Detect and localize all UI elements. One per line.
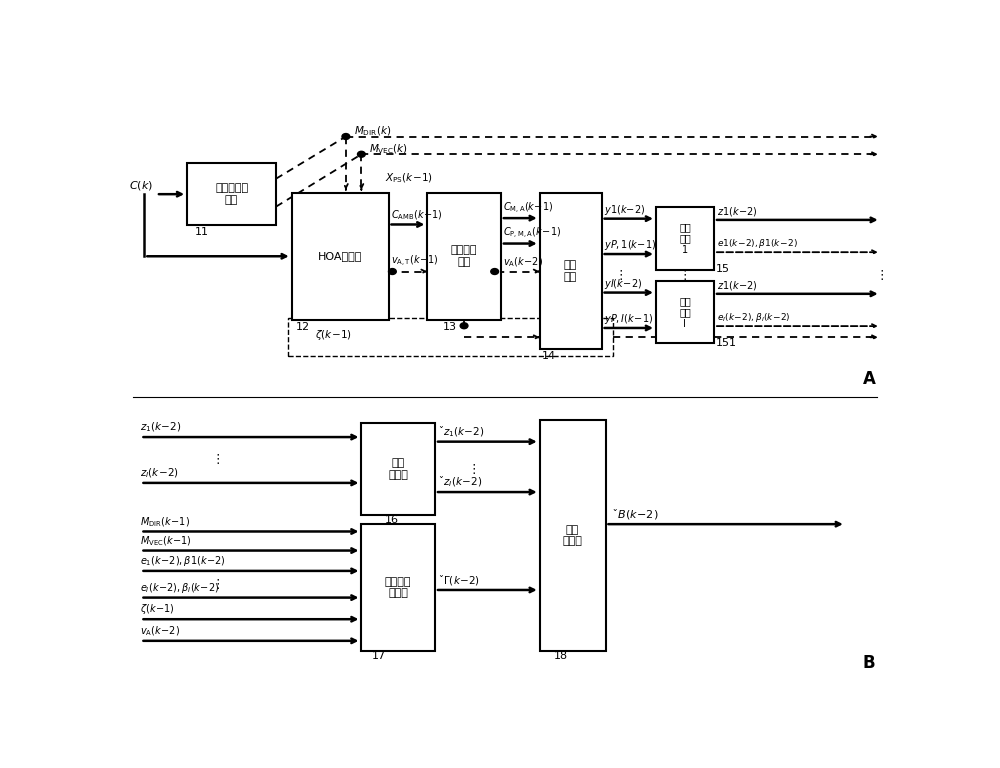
Bar — [187, 163, 276, 225]
Text: 多路
复用器: 多路 复用器 — [563, 525, 582, 547]
Text: A: A — [863, 370, 875, 388]
Text: ⋮: ⋮ — [212, 578, 224, 591]
Text: 方向和向量
估计: 方向和向量 估计 — [215, 184, 248, 205]
Text: 151: 151 — [716, 338, 737, 348]
Text: 环境分量
修改: 环境分量 修改 — [451, 246, 477, 267]
Text: $\check{z}_I(k\!-\!2)$: $\check{z}_I(k\!-\!2)$ — [439, 475, 482, 489]
Text: 15: 15 — [716, 263, 730, 273]
Text: $v_{\mathrm{A}}(k\!-\!2)$: $v_{\mathrm{A}}(k\!-\!2)$ — [140, 624, 181, 638]
Text: $\check{z}_1(k\!-\!2)$: $\check{z}_1(k\!-\!2)$ — [439, 424, 485, 439]
Text: $X_{\mathrm{PS}}(k\!-\!1)$: $X_{\mathrm{PS}}(k\!-\!1)$ — [385, 171, 433, 185]
Text: $yI(k\!-\!2)$: $yI(k\!-\!2)$ — [604, 276, 642, 291]
Text: B: B — [863, 654, 875, 672]
Text: $e1(k\!-\!2),\beta 1(k\!-\!2)$: $e1(k\!-\!2),\beta 1(k\!-\!2)$ — [717, 237, 798, 250]
Text: 增益
控制
I: 增益 控制 I — [679, 296, 691, 329]
Circle shape — [358, 151, 365, 157]
Bar — [540, 420, 606, 651]
Text: 11: 11 — [195, 227, 209, 237]
Circle shape — [388, 269, 396, 274]
Text: $e_1(k\!-\!2),\beta 1(k\!-\!2)$: $e_1(k\!-\!2),\beta 1(k\!-\!2)$ — [140, 554, 226, 568]
Text: ⋮: ⋮ — [615, 269, 627, 282]
Text: ⋮: ⋮ — [679, 269, 691, 282]
Text: 16: 16 — [385, 515, 399, 525]
Text: $M_{\mathrm{VEC}}(k)$: $M_{\mathrm{VEC}}(k)$ — [369, 142, 408, 156]
Text: $M_{\mathrm{DIR}}(k\!-\!1)$: $M_{\mathrm{DIR}}(k\!-\!1)$ — [140, 515, 191, 528]
Text: HOA解压缩: HOA解压缩 — [318, 251, 362, 261]
Text: $C_{\mathrm{M,A}}(k\!-\!1)$: $C_{\mathrm{M,A}}(k\!-\!1)$ — [503, 200, 554, 216]
Text: $z_I(k\!-\!2)$: $z_I(k\!-\!2)$ — [140, 466, 180, 480]
Text: $\zeta(k\!-\!1)$: $\zeta(k\!-\!1)$ — [140, 602, 175, 616]
Text: $yP,1(k\!-\!1)$: $yP,1(k\!-\!1)$ — [604, 238, 656, 252]
Bar — [656, 207, 714, 270]
Text: $M_{\mathrm{DIR}}(k)$: $M_{\mathrm{DIR}}(k)$ — [354, 124, 391, 138]
Text: 14: 14 — [542, 351, 556, 361]
Text: $v_{\mathrm{A}}(k\!-\!2)$: $v_{\mathrm{A}}(k\!-\!2)$ — [503, 256, 543, 269]
Text: $C(k)$: $C(k)$ — [129, 178, 153, 191]
Text: 边信息源
编码器: 边信息源 编码器 — [385, 577, 411, 598]
Text: $y1(k\!-\!2)$: $y1(k\!-\!2)$ — [604, 203, 646, 217]
Text: 通道
分配: 通道 分配 — [564, 260, 577, 282]
Text: $z1(k\!-\!2)$: $z1(k\!-\!2)$ — [717, 279, 758, 292]
Bar — [361, 423, 435, 515]
Bar — [427, 193, 501, 319]
Bar — [656, 281, 714, 343]
Text: ⋮: ⋮ — [212, 453, 224, 466]
Text: $\check{B}(k\!-\!2)$: $\check{B}(k\!-\!2)$ — [613, 507, 659, 521]
Text: $z1(k\!-\!2)$: $z1(k\!-\!2)$ — [717, 205, 758, 218]
Bar — [540, 193, 602, 349]
Text: $C_{\mathrm{P,M,A}}(k\!-\!1)$: $C_{\mathrm{P,M,A}}(k\!-\!1)$ — [503, 226, 561, 241]
Text: 增益
控制
1: 增益 控制 1 — [679, 222, 691, 255]
Text: $e_I(k\!-\!2),\beta_I(k\!-\!2)$: $e_I(k\!-\!2),\beta_I(k\!-\!2)$ — [140, 581, 220, 594]
Bar — [288, 318, 613, 356]
Bar — [361, 524, 435, 651]
Text: 感知
编码器: 感知 编码器 — [388, 458, 408, 480]
Circle shape — [460, 323, 468, 329]
Bar — [292, 193, 388, 319]
Text: $\check{\Gamma}(k\!-\!2)$: $\check{\Gamma}(k\!-\!2)$ — [439, 573, 480, 587]
Text: $M_{\mathrm{VEC}}(k\!-\!1)$: $M_{\mathrm{VEC}}(k\!-\!1)$ — [140, 534, 192, 548]
Text: 18: 18 — [554, 651, 568, 661]
Text: $C_{\mathrm{AMB}}(k\!-\!1)$: $C_{\mathrm{AMB}}(k\!-\!1)$ — [391, 208, 443, 222]
Text: ⋮: ⋮ — [875, 269, 888, 282]
Text: 12: 12 — [296, 322, 310, 332]
Text: ⋮: ⋮ — [468, 462, 480, 475]
Text: $\zeta(k\!-\!1)$: $\zeta(k\!-\!1)$ — [315, 328, 352, 342]
Text: $v_{\mathrm{A,T}}(k\!-\!1)$: $v_{\mathrm{A,T}}(k\!-\!1)$ — [391, 254, 439, 269]
Text: 13: 13 — [443, 322, 457, 332]
Text: 17: 17 — [371, 651, 386, 661]
Text: $e_I(k\!-\!2),\beta_I(k\!-\!2)$: $e_I(k\!-\!2),\beta_I(k\!-\!2)$ — [717, 311, 791, 324]
Circle shape — [491, 269, 499, 274]
Text: $z_1(k\!-\!2)$: $z_1(k\!-\!2)$ — [140, 421, 182, 434]
Circle shape — [342, 134, 350, 140]
Text: $yP,I(k\!-\!1)$: $yP,I(k\!-\!1)$ — [604, 312, 653, 326]
